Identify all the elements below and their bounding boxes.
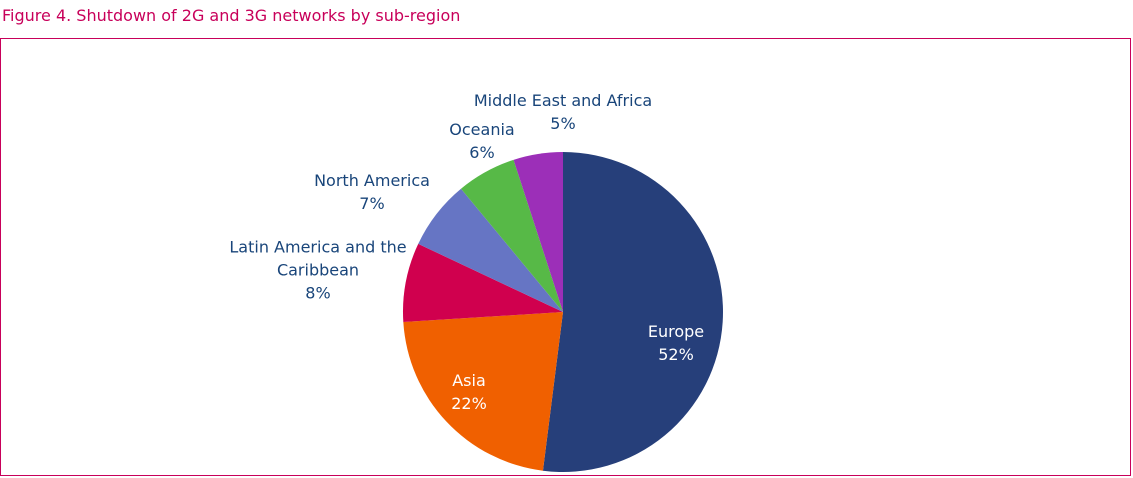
pie-slice xyxy=(461,159,563,312)
slice-label: Oceania 6% xyxy=(382,118,582,164)
value-label: 7% xyxy=(359,194,385,213)
category-label: Asia xyxy=(452,371,486,390)
value-label: 5% xyxy=(550,114,576,133)
category-label: Oceania xyxy=(449,120,515,139)
category-label: Latin America and the Caribbean xyxy=(229,237,407,280)
value-label: 6% xyxy=(469,143,495,162)
pie-slice xyxy=(513,152,563,312)
category-label: North America xyxy=(314,171,430,190)
slice-label: Asia 22% xyxy=(369,369,569,415)
pie-slice xyxy=(403,243,563,323)
slice-label: Latin America and the Caribbean 8% xyxy=(218,236,418,305)
pie-slice xyxy=(542,152,724,472)
slice-label: Middle East and Africa 5% xyxy=(453,89,673,135)
category-label: Europe xyxy=(647,322,705,341)
pie-slice xyxy=(418,188,563,312)
slice-label: Europe 52% xyxy=(576,320,776,366)
pie-slice xyxy=(403,312,563,471)
value-label: 8% xyxy=(305,283,331,303)
slice-label: North America 7% xyxy=(272,169,472,215)
chart-title: Figure 4. Shutdown of 2G and 3G networks… xyxy=(2,6,461,25)
value-label: 52% xyxy=(658,345,694,364)
category-label: Middle East and Africa xyxy=(473,91,653,110)
value-label: 22% xyxy=(451,394,487,413)
chart-frame xyxy=(0,38,1131,476)
